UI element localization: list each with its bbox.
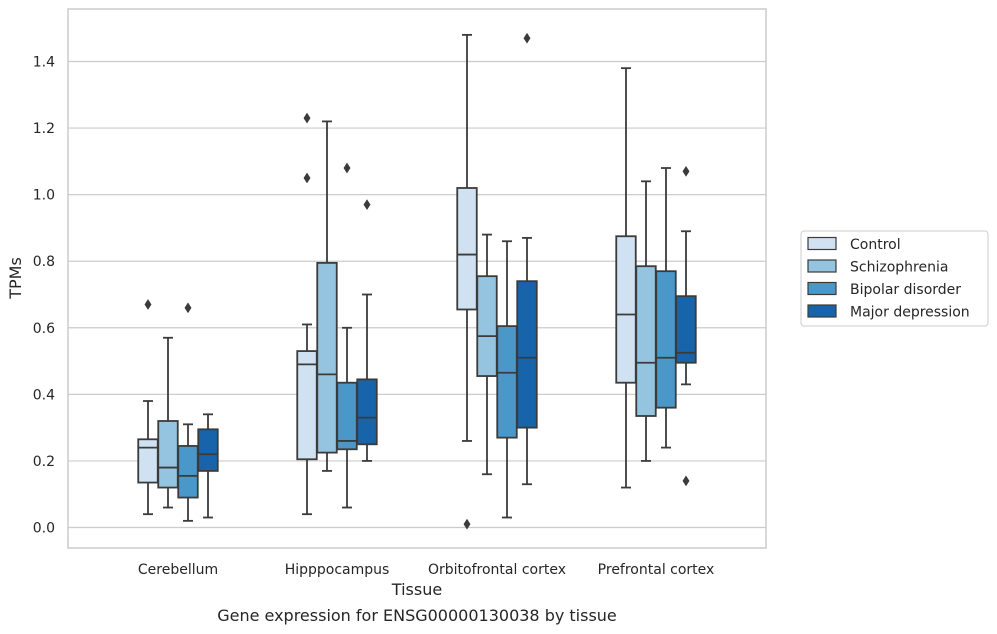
legend-label: Major depression xyxy=(850,305,970,321)
outlier-point xyxy=(303,112,311,124)
legend-swatch xyxy=(807,304,837,318)
outlier-point xyxy=(682,165,690,177)
box-control-3 xyxy=(615,67,637,489)
box-bipolar-disorder-2 xyxy=(496,240,518,519)
y-axis-ticks: 0.0 0.2 0.4 0.6 0.8 1.0 1.2 1.4 xyxy=(33,55,55,537)
box-iqr xyxy=(157,420,179,489)
box-schizophrenia-3 xyxy=(635,180,657,462)
y-tick-label: 0.2 xyxy=(33,454,55,470)
box-iqr xyxy=(615,235,637,384)
box-iqr xyxy=(336,381,358,451)
box-control-2 xyxy=(456,33,478,530)
y-tick-label: 0.4 xyxy=(33,387,55,403)
box-iqr xyxy=(197,428,219,472)
y-tick-label: 1.4 xyxy=(33,55,55,71)
x-axis-label: Tissue xyxy=(391,580,442,599)
y-tick-label: 1.2 xyxy=(33,121,55,137)
outlier-point xyxy=(303,172,311,184)
x-tick-label: Cerebellum xyxy=(138,562,218,578)
box-major-depression-3 xyxy=(675,165,697,487)
outlier-point xyxy=(682,475,690,487)
legend-swatch xyxy=(807,281,837,296)
box-iqr xyxy=(356,378,378,446)
x-tick-label: Hipppocampus xyxy=(285,562,390,578)
outlier-point xyxy=(343,162,351,174)
y-tick-label: 1.0 xyxy=(33,188,55,204)
box-major-depression-0 xyxy=(197,413,219,519)
legend-label: Bipolar disorder xyxy=(850,282,961,298)
y-tick-label: 0.6 xyxy=(33,321,55,337)
legend-frame xyxy=(800,230,989,327)
box-bipolar-disorder-1 xyxy=(336,162,358,509)
box-iqr xyxy=(177,445,199,499)
box-iqr xyxy=(456,187,478,311)
legend-swatch xyxy=(807,236,837,251)
box-control-1 xyxy=(296,112,318,516)
y-axis-label: TPMs xyxy=(6,257,25,300)
box-bipolar-disorder-0 xyxy=(177,302,199,522)
legend: Control Schizophrenia Bipolar disorder Majo… xyxy=(800,230,989,327)
box-plots xyxy=(137,32,697,530)
box-schizophrenia-1 xyxy=(316,120,338,472)
outlier-point xyxy=(184,302,192,314)
box-iqr xyxy=(655,270,677,409)
box-control-0 xyxy=(137,299,159,516)
y-tick-label: 0.8 xyxy=(33,254,55,270)
x-axis-ticks: Cerebellum Hipppocampus Orbitofrontal cort… xyxy=(138,562,714,578)
box-iqr xyxy=(476,275,498,377)
box-major-depression-2 xyxy=(516,32,538,486)
box-major-depression-1 xyxy=(356,199,378,462)
box-iqr xyxy=(296,350,318,461)
plot-frame xyxy=(67,8,767,549)
box-schizophrenia-0 xyxy=(157,336,179,509)
figure-caption: Gene expression for ENSG00000130038 by t… xyxy=(217,606,617,625)
legend-label: Control xyxy=(850,237,901,253)
box-iqr xyxy=(316,261,338,454)
box-iqr xyxy=(137,438,159,484)
x-tick-label: Prefrontal cortex xyxy=(598,562,715,578)
outlier-point xyxy=(523,32,531,44)
box-iqr xyxy=(496,325,518,439)
x-tick-label: Orbitofrontal cortex xyxy=(428,562,566,578)
y-tick-label: 0.0 xyxy=(33,521,55,537)
outlier-point xyxy=(463,518,471,530)
outlier-point xyxy=(363,199,371,211)
box-iqr xyxy=(516,280,538,429)
outlier-point xyxy=(144,299,152,310)
box-iqr xyxy=(675,295,697,364)
legend-label: Schizophrenia xyxy=(850,260,948,276)
legend-swatch xyxy=(807,259,837,273)
box-iqr xyxy=(635,265,657,417)
box-schizophrenia-2 xyxy=(476,233,498,476)
box-bipolar-disorder-3 xyxy=(655,167,677,449)
